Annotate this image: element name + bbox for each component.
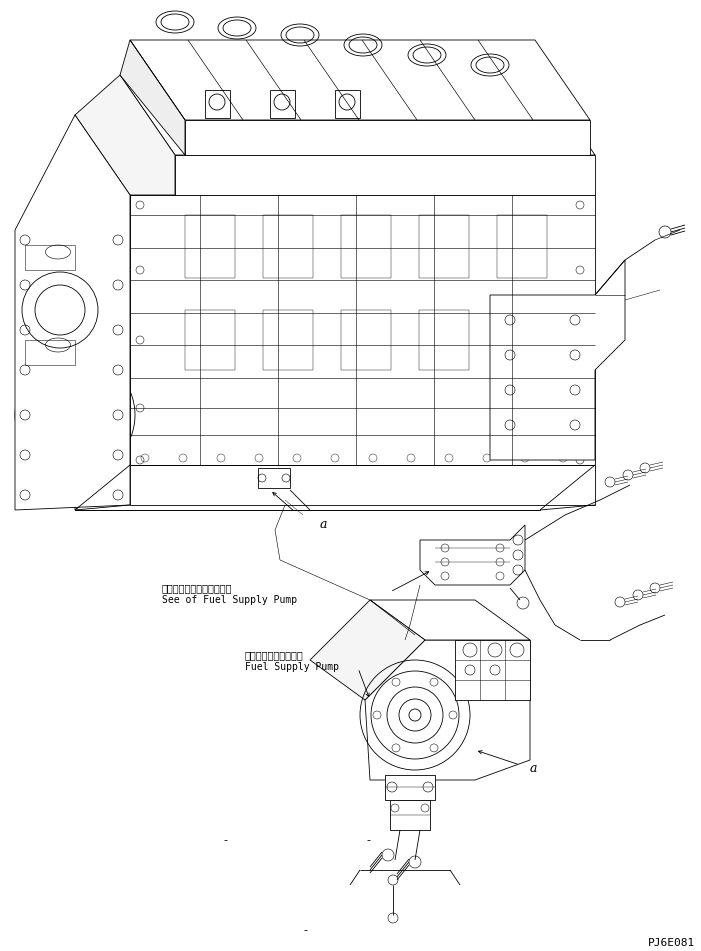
Polygon shape (310, 600, 425, 700)
Polygon shape (370, 600, 530, 640)
Polygon shape (175, 155, 595, 195)
Circle shape (69, 409, 81, 421)
Polygon shape (120, 75, 595, 155)
Polygon shape (130, 195, 595, 465)
Text: Fuel Supply Pump: Fuel Supply Pump (245, 662, 339, 672)
Polygon shape (130, 40, 590, 120)
Circle shape (409, 709, 421, 721)
Polygon shape (270, 90, 295, 118)
Polygon shape (75, 75, 175, 195)
Text: -: - (223, 835, 227, 845)
Polygon shape (390, 800, 430, 830)
Polygon shape (258, 468, 290, 488)
Polygon shape (15, 115, 130, 510)
Text: a: a (320, 518, 327, 531)
Polygon shape (120, 40, 185, 155)
Polygon shape (205, 90, 230, 118)
Polygon shape (490, 260, 625, 460)
Polygon shape (130, 465, 595, 505)
Text: -: - (366, 835, 370, 845)
Text: フェルサプライポンプ参照: フェルサプライポンプ参照 (162, 583, 233, 593)
Polygon shape (75, 115, 595, 195)
Text: See of Fuel Supply Pump: See of Fuel Supply Pump (162, 595, 297, 605)
Text: -: - (303, 925, 307, 935)
Polygon shape (455, 640, 530, 700)
Text: PJ6E081: PJ6E081 (648, 938, 695, 948)
Polygon shape (365, 640, 530, 780)
Polygon shape (385, 775, 435, 800)
Text: a: a (530, 762, 538, 775)
Polygon shape (75, 115, 130, 510)
Polygon shape (335, 90, 360, 118)
Text: フェルサプライポンプ: フェルサプライポンプ (245, 650, 304, 660)
Polygon shape (420, 525, 525, 585)
Polygon shape (185, 120, 590, 155)
